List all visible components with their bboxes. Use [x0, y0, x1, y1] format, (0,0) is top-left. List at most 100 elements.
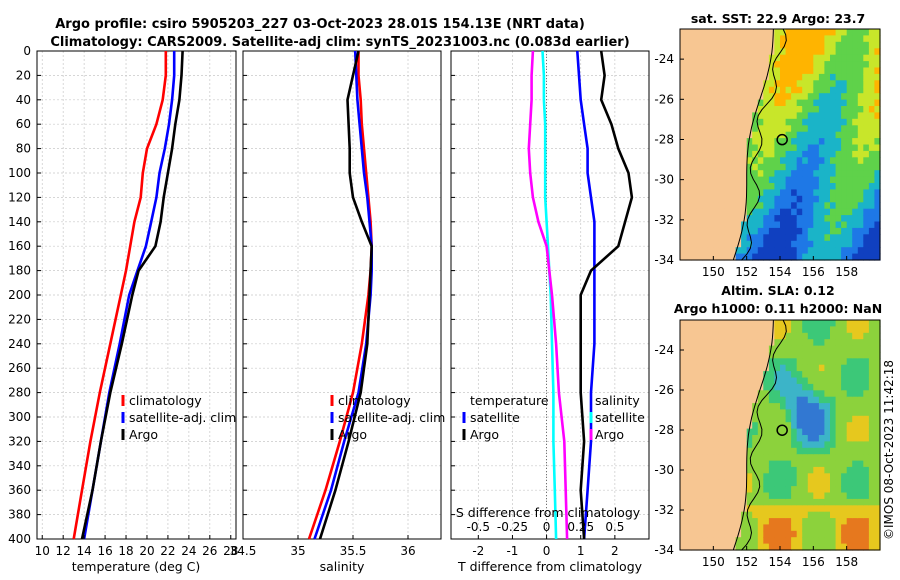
map-cell — [707, 41, 714, 49]
map-cell — [841, 537, 848, 545]
map-cell — [791, 460, 798, 468]
map-cell — [818, 332, 826, 340]
map-cell — [807, 240, 814, 248]
map-cell — [713, 144, 720, 152]
map-cell — [807, 320, 814, 327]
coastline — [732, 319, 774, 551]
map-cell — [702, 195, 709, 203]
map-cell — [718, 460, 726, 468]
map-cell — [780, 377, 787, 385]
map-cell — [696, 118, 703, 126]
map-cell — [857, 447, 864, 455]
map-cell — [691, 163, 698, 171]
map-cell — [763, 486, 770, 494]
map-cell — [680, 537, 687, 545]
series-climatology — [72, 51, 168, 540]
map-cell — [796, 163, 803, 171]
depth-tick-label: 100 — [8, 166, 31, 180]
map-x-tick-label: 156 — [802, 265, 825, 279]
map-cell — [835, 227, 842, 235]
map-cell — [857, 54, 864, 62]
map-cell — [735, 118, 742, 126]
map-cell — [757, 492, 764, 500]
map-cell — [796, 396, 803, 404]
map-cell — [696, 106, 703, 113]
map-cell — [685, 93, 692, 101]
map-cell — [696, 351, 703, 359]
map-cell — [718, 511, 726, 519]
map-cell — [863, 473, 870, 481]
map-cell — [702, 106, 709, 113]
map-cell — [796, 240, 803, 248]
map-cell — [707, 530, 714, 538]
map-cell — [774, 176, 781, 184]
map-cell — [813, 537, 820, 545]
map-cell — [846, 118, 853, 126]
map-cell — [846, 93, 853, 101]
map-cell — [874, 460, 881, 468]
map-cell — [718, 518, 726, 526]
map-cell — [835, 240, 842, 248]
map-cell — [735, 183, 742, 190]
map-cell — [702, 125, 709, 133]
map-cell — [680, 486, 687, 494]
map-cell — [741, 150, 748, 158]
map-cell — [841, 253, 848, 261]
map-cell — [863, 48, 870, 56]
map-cell — [857, 473, 864, 481]
map-cell — [707, 454, 714, 462]
map-cell — [802, 390, 809, 398]
map-cell — [718, 163, 726, 171]
map-cell — [718, 144, 726, 152]
legend-climatology-label: climatology — [338, 393, 411, 408]
map-cell — [685, 383, 692, 391]
map-cell — [852, 41, 859, 49]
map-cell — [785, 67, 792, 75]
map-cell — [696, 345, 703, 353]
map-cell — [752, 428, 759, 436]
map-cell — [846, 403, 853, 411]
map-cell — [835, 48, 842, 56]
map-cell — [846, 150, 853, 158]
map-cell — [857, 498, 864, 506]
map-cell — [713, 320, 720, 327]
map-cell — [707, 409, 714, 417]
map-cell — [691, 54, 698, 62]
map-cell — [857, 415, 864, 423]
map-cell — [868, 195, 876, 203]
map-cell — [874, 371, 881, 379]
map-cell — [830, 118, 837, 126]
map-cell — [707, 447, 714, 455]
map-cell — [774, 131, 781, 139]
map-cell — [802, 61, 809, 69]
map-cell — [874, 234, 881, 242]
map-cell — [791, 240, 798, 248]
map-cell — [818, 54, 826, 62]
map-cell — [763, 80, 770, 88]
map-cell — [863, 253, 870, 261]
map-cell — [802, 492, 809, 500]
map-cell — [835, 447, 842, 455]
map-cell — [763, 351, 770, 359]
map-cell — [746, 234, 753, 242]
map-cell — [735, 189, 742, 197]
map-cell — [857, 144, 864, 152]
map-cell — [830, 358, 837, 366]
map-cell — [763, 460, 770, 468]
map-cell — [846, 234, 853, 242]
map-cell — [763, 227, 770, 235]
map-cell — [718, 377, 726, 385]
map-cell — [752, 454, 759, 462]
map-cell — [796, 435, 803, 442]
map-cell — [807, 441, 814, 449]
map-cell — [874, 29, 881, 36]
map-cell — [707, 371, 714, 379]
map-cell — [746, 441, 753, 449]
map-cell — [741, 486, 748, 494]
map-cell — [824, 371, 831, 379]
map-cell — [696, 163, 703, 171]
map-cell — [846, 73, 853, 81]
map-cell — [852, 189, 859, 197]
map-cell — [713, 441, 720, 449]
map-cell — [757, 157, 764, 165]
